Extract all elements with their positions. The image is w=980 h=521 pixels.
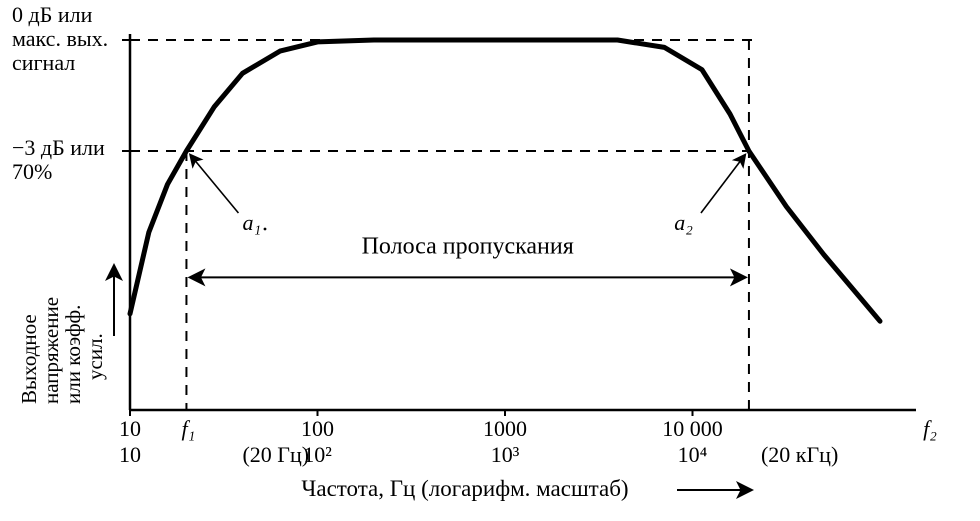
label-f1: f₁ xyxy=(182,416,196,441)
ylab-3db-2: 70% xyxy=(12,159,52,184)
label-a2: a₂ xyxy=(674,210,693,235)
label-a1: a₁ xyxy=(242,210,261,235)
x-tick-label-top: 1000 xyxy=(483,416,527,441)
frequency-response-chart: a₁a₂Полоса пропускания101010010²100010³1… xyxy=(0,0,980,521)
x-axis-title: Частота, Гц (логарифм. масштаб) xyxy=(301,476,628,501)
ylab-3db-1: −3 дБ или xyxy=(12,135,105,160)
ylab-max-1: 0 дБ или xyxy=(12,2,93,27)
ylab-max-2: макс. вых. xyxy=(12,26,108,51)
label-f2: f₂ xyxy=(923,416,937,441)
label-f1-note: (20 Гц) xyxy=(242,442,309,467)
x-tick-label-top: 10 xyxy=(119,416,141,441)
label-bandwidth: Полоса пропускания xyxy=(362,233,574,259)
label-f2-note: (20 кГц) xyxy=(761,442,838,467)
x-tick-label-bottom: 10 xyxy=(119,442,141,467)
y-axis-title-line: или коэфф. xyxy=(61,305,85,404)
y-axis-title-line: Выходное xyxy=(17,314,41,404)
x-tick-label-bottom: 10⁴ xyxy=(678,442,708,467)
y-axis-title-line: напряжение xyxy=(39,297,63,404)
x-tick-label-bottom: 10³ xyxy=(491,442,520,467)
x-tick-label-top: 100 xyxy=(301,416,334,441)
speck-icon xyxy=(264,228,267,231)
x-tick-label-top: 10 000 xyxy=(662,416,723,441)
ylab-max-3: сигнал xyxy=(12,50,75,75)
stage: a₁a₂Полоса пропускания101010010²100010³1… xyxy=(0,0,980,521)
y-axis-title-line: усил. xyxy=(83,333,107,380)
